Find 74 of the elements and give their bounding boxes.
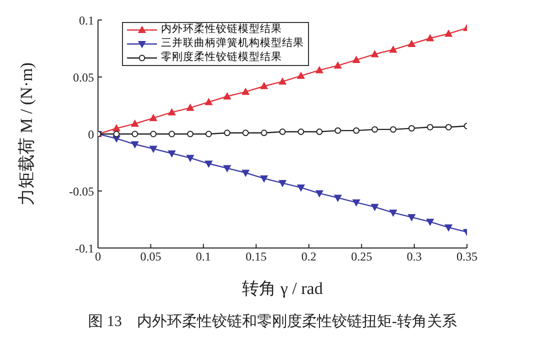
caption: 图 13 内外环柔性铰链和零刚度柔性铰链扭矩-转角关系 xyxy=(87,312,458,331)
legend-label: 三并联曲柄弹簧机构模型结果 xyxy=(161,37,304,51)
point xyxy=(352,56,360,63)
point xyxy=(205,98,212,106)
x-tick-label: 0.05 xyxy=(140,250,162,264)
y-axis-title: 力矩载荷 M / (N·m) xyxy=(17,62,36,206)
point xyxy=(224,130,230,136)
point xyxy=(426,34,434,42)
point xyxy=(150,130,157,138)
x-tick-label: 0.2 xyxy=(301,250,316,264)
point xyxy=(298,128,304,135)
point xyxy=(223,92,231,100)
point xyxy=(260,175,268,182)
point xyxy=(187,130,194,138)
point xyxy=(316,128,323,135)
point xyxy=(316,190,324,197)
point xyxy=(426,218,434,226)
point xyxy=(132,130,138,138)
x-tick-label: 0.15 xyxy=(246,250,267,264)
legend-label: 内外环柔性铰链模型结果 xyxy=(161,23,282,37)
point xyxy=(113,130,120,138)
point xyxy=(131,120,139,127)
point xyxy=(131,141,139,148)
point xyxy=(260,82,268,90)
point xyxy=(334,62,342,69)
y-tick-label: -0.1 xyxy=(75,241,94,256)
point xyxy=(150,146,158,153)
point xyxy=(242,130,249,136)
point xyxy=(390,210,397,216)
point xyxy=(390,46,397,53)
point xyxy=(186,104,194,111)
y-tick-label: -0.05 xyxy=(69,184,94,198)
point xyxy=(205,160,212,168)
point xyxy=(372,126,378,133)
x-tick-label: 0.35 xyxy=(456,250,478,264)
point xyxy=(408,40,416,47)
point xyxy=(168,108,176,116)
point xyxy=(112,124,120,132)
point xyxy=(260,130,268,136)
point xyxy=(297,72,305,79)
point xyxy=(426,124,434,130)
y-tick-label: 0.05 xyxy=(73,70,94,84)
x-tick-label: 0.1 xyxy=(196,250,211,264)
x-axis-title: 转角 γ / rad xyxy=(242,279,324,298)
point xyxy=(278,78,286,85)
point xyxy=(444,224,452,232)
point xyxy=(390,126,396,133)
point xyxy=(371,50,378,58)
point xyxy=(278,180,286,187)
point xyxy=(168,150,176,158)
legend-label: 零刚度柔性铰链模型结果 xyxy=(161,51,282,65)
point xyxy=(297,184,305,192)
point xyxy=(223,165,231,172)
point xyxy=(408,214,416,221)
y-tick-label: 0 xyxy=(88,127,94,142)
point xyxy=(334,127,342,134)
point xyxy=(205,130,212,138)
point xyxy=(352,199,360,206)
point xyxy=(150,114,158,122)
point xyxy=(371,204,378,211)
x-tick-label: 0.25 xyxy=(351,250,372,264)
point xyxy=(353,127,360,134)
point xyxy=(279,128,286,135)
point xyxy=(242,170,250,176)
point xyxy=(242,88,250,95)
point xyxy=(168,130,176,138)
point xyxy=(186,154,194,162)
point xyxy=(445,124,452,130)
y-tick-label: 0.1 xyxy=(79,13,94,28)
point xyxy=(408,125,415,132)
point xyxy=(334,194,342,202)
point xyxy=(316,66,324,74)
point xyxy=(444,30,452,37)
x-tick-label: 0.3 xyxy=(406,250,422,264)
